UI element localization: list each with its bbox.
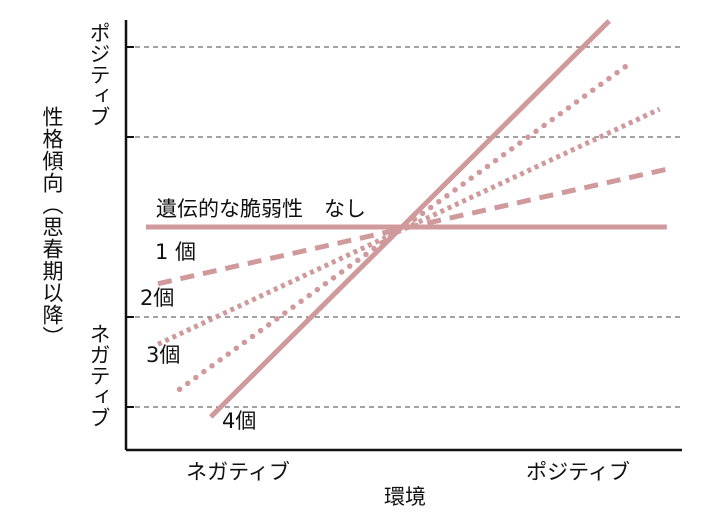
series-label-2: 2個 — [140, 286, 174, 310]
x-axis-label: 環境 — [384, 485, 426, 509]
series-label-3: 3個 — [146, 343, 180, 367]
series-label-4: 4個 — [222, 409, 256, 433]
y-tick-label-positive: ポジティブ — [87, 22, 111, 127]
x-tick-label-positive: ポジティブ — [526, 460, 630, 484]
series-line-4 — [209, 19, 611, 419]
y-tick-label-negative: ネガティブ — [87, 323, 111, 428]
x-tick-label-negative: ネガティブ — [186, 460, 290, 484]
series-group — [146, 19, 670, 419]
y-axis-label: 性格傾向（思春期以降） — [40, 106, 64, 348]
series-label-none: 遺伝的な脆弱性 なし — [156, 197, 366, 221]
series-label-1: 1 個 — [155, 240, 196, 264]
y-ticks — [126, 46, 134, 408]
